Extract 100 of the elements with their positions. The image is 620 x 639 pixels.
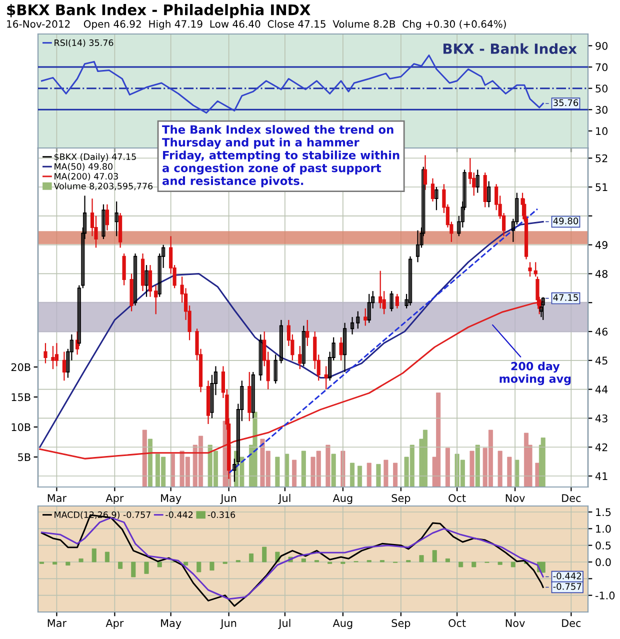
- candlestick: [367, 293, 371, 324]
- annotation: -0.442: [553, 572, 582, 580]
- x-tick-label: Jul: [278, 618, 290, 629]
- y-tick-label: 41: [595, 472, 608, 480]
- y-tick-label: 49: [595, 241, 608, 249]
- candlestick: [148, 264, 152, 298]
- candlestick: [105, 204, 110, 231]
- candlestick: [541, 296, 545, 321]
- y-tick-label: 1.5: [596, 508, 611, 516]
- candlestick: [339, 336, 343, 361]
- candlestick: [528, 262, 532, 278]
- x-tick-label: May: [161, 619, 182, 630]
- bar: [157, 562, 162, 568]
- bar: [144, 562, 149, 574]
- legend-label: $BKX (Daily) 47.15: [54, 153, 136, 162]
- x-tick-label: Apr: [106, 619, 124, 630]
- candlestick: [133, 252, 138, 306]
- bar: [275, 456, 280, 487]
- y-tick-label: 45: [595, 356, 608, 365]
- chart-subtitle: 16-Nov-2012 Open 46.92 High 47.19 Low 46.40 Close 47.15 Volume 8.2B Chg +0.30 (+0.64%): [7, 20, 506, 30]
- x-tick-label: Jul: [278, 494, 290, 504]
- candlestick: [251, 371, 255, 419]
- y-tick-label: 42: [595, 443, 608, 452]
- candlestick: [534, 262, 538, 278]
- x-tick-label: Nov: [506, 494, 525, 502]
- x-tick-label: May: [161, 494, 182, 504]
- bar: [507, 456, 512, 487]
- bar: [301, 450, 306, 487]
- bar: [510, 562, 516, 568]
- y-tick-label: 43: [595, 414, 608, 422]
- candlestick: [274, 354, 278, 384]
- bar: [445, 558, 450, 562]
- candlestick: [395, 293, 399, 309]
- candlestick: [62, 351, 66, 382]
- legend-label: MA(200) 47.03: [54, 172, 118, 181]
- bar: [196, 562, 202, 572]
- bar: [432, 550, 437, 562]
- candlestick: [102, 204, 106, 240]
- bar: [142, 430, 147, 487]
- bar: [436, 392, 441, 487]
- bar: [350, 462, 355, 487]
- bar: [148, 438, 153, 487]
- bar: [475, 444, 480, 487]
- legend-label: RSI(14) 35.76: [54, 39, 114, 48]
- candlestick: [258, 334, 262, 382]
- bar: [540, 562, 546, 573]
- bar: [540, 438, 546, 487]
- candlestick: [54, 342, 58, 367]
- annotation: The Bank Index slowed the trend on Thursday and put in a hammer Friday, attempting to stabilize within a congestion zone of past support and resistance pivots.: [162, 125, 400, 188]
- y-tick-label: 30: [596, 106, 608, 114]
- x-tick-label: Dec: [562, 494, 581, 502]
- x-tick-label: Oct: [448, 619, 466, 628]
- candlestick: [364, 308, 368, 326]
- y2-tick-label: 10B: [12, 423, 30, 432]
- x-tick-label: Dec: [562, 619, 581, 628]
- y-tick-label: 90: [596, 42, 608, 50]
- y-tick-label: 0.5: [596, 542, 611, 550]
- bar: [358, 466, 362, 487]
- annotation: 47.15: [553, 294, 578, 301]
- legend-label: Volume 8,203,595,776: [54, 182, 153, 190]
- candlestick: [51, 345, 55, 370]
- x-tick-label: Apr: [106, 494, 124, 504]
- x-tick-label: Jun: [220, 619, 236, 629]
- bar: [118, 562, 123, 569]
- bar: [498, 562, 502, 565]
- bar: [393, 462, 398, 487]
- candlestick: [154, 284, 158, 315]
- candlestick: [122, 252, 126, 286]
- x-tick-label: Sep: [392, 619, 410, 630]
- bar: [301, 558, 306, 562]
- bar: [498, 450, 502, 487]
- bar: [252, 412, 258, 487]
- legend-label: -0.316: [208, 511, 236, 518]
- y-tick-label: 46: [595, 328, 608, 336]
- bar: [422, 430, 428, 487]
- bar: [92, 548, 96, 562]
- y-tick-label: 50: [596, 84, 608, 92]
- annotation: BKX - Bank Index: [443, 43, 577, 54]
- bar: [210, 562, 214, 571]
- bar: [248, 553, 254, 562]
- candlestick: [434, 186, 438, 211]
- candlestick: [487, 180, 491, 208]
- y-tick-label: 52: [596, 154, 608, 162]
- y-tick-label: 44: [595, 386, 608, 394]
- y2-tick-label: 15B: [12, 393, 30, 402]
- bar: [131, 562, 136, 578]
- x-tick-label: Oct: [448, 494, 466, 502]
- candlestick: [408, 256, 412, 306]
- candlestick: [324, 366, 328, 390]
- candlestick: [279, 319, 283, 364]
- candlestick: [423, 154, 428, 190]
- x-tick-label: Sep: [392, 494, 410, 504]
- bar: [419, 555, 424, 562]
- x-tick-label: Aug: [332, 494, 352, 504]
- candlestick: [350, 316, 354, 335]
- annotation: 49.80: [553, 217, 578, 224]
- x-tick-label: Mar: [48, 619, 67, 628]
- candlestick: [298, 345, 302, 370]
- legend-label: -0.442: [166, 511, 193, 518]
- bar: [331, 454, 336, 487]
